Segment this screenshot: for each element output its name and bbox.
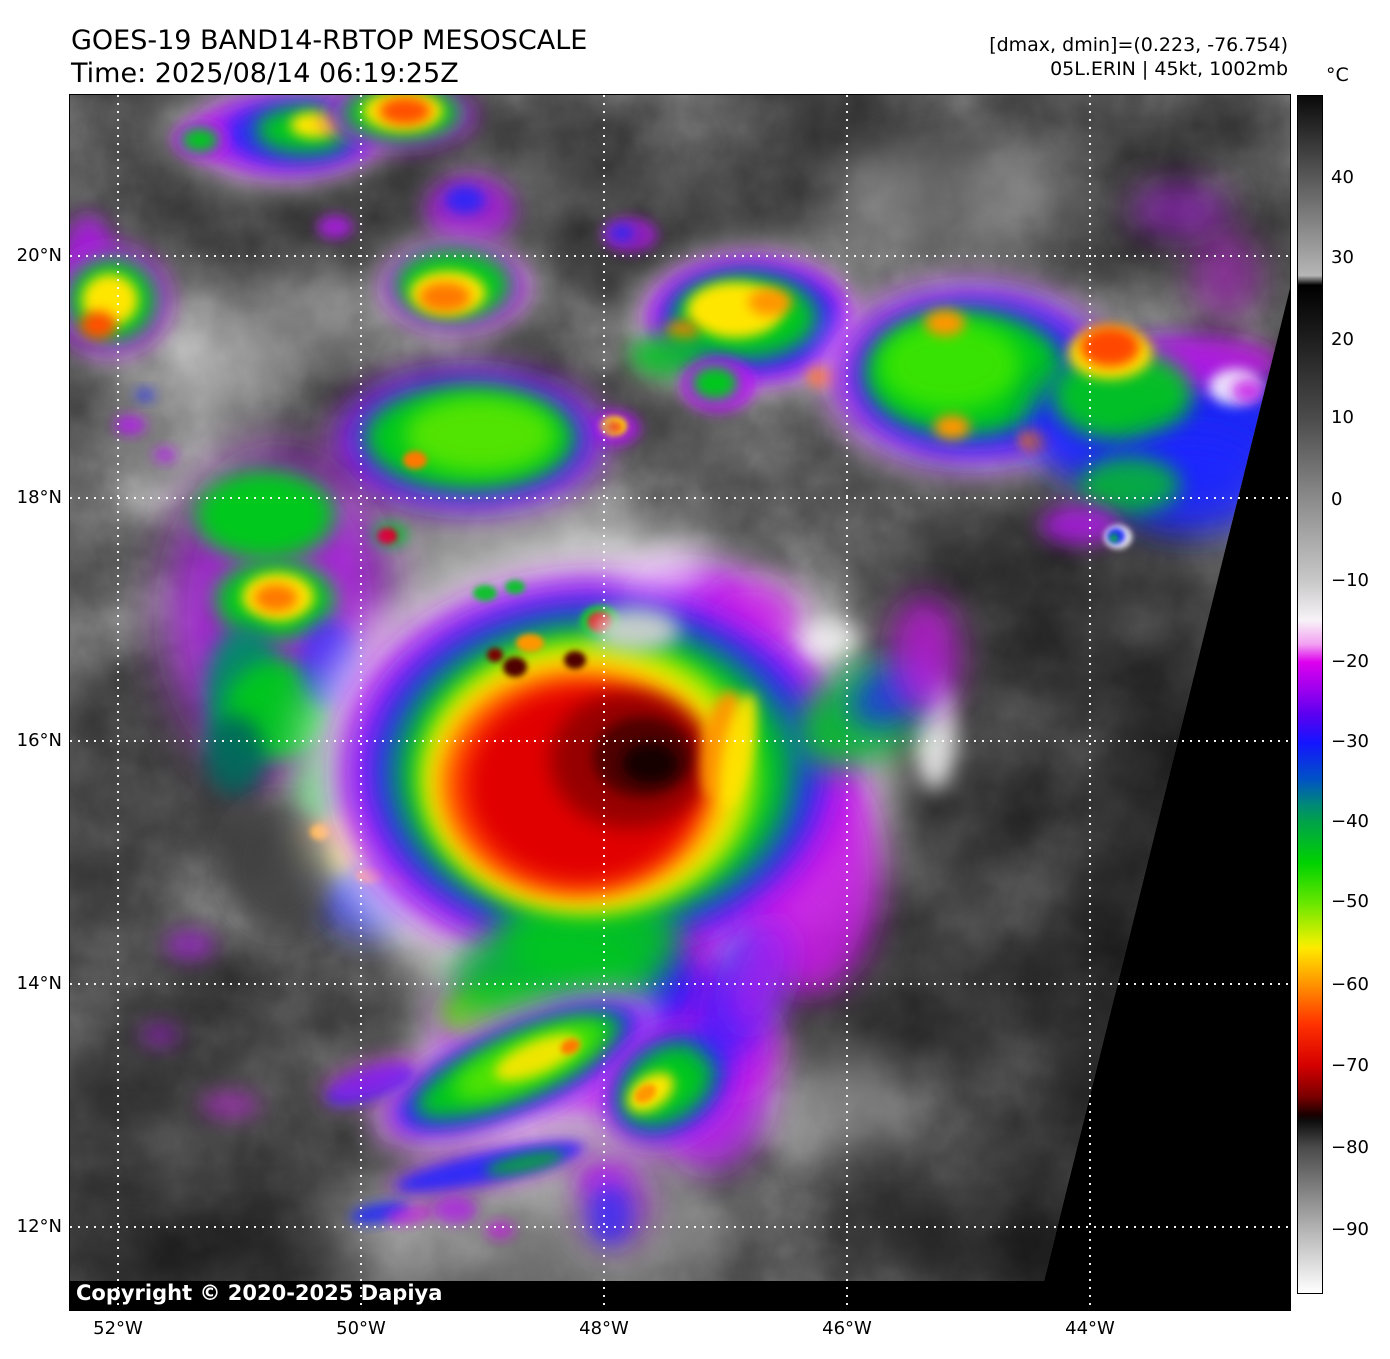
satellite-scene xyxy=(70,95,1290,1310)
spiral-band-south-a xyxy=(370,991,660,1149)
colorbar-tick-label: 30 xyxy=(1331,247,1354,269)
spiral-band-south-b xyxy=(600,917,795,1148)
lon-tick-label: 48°W xyxy=(579,1318,629,1339)
data-region xyxy=(70,95,1290,1281)
lat-tick-label: 20°N xyxy=(16,245,62,266)
speck-east xyxy=(1104,525,1132,549)
convective-cluster-right-chain xyxy=(820,182,1290,545)
colorbar-tick-label: −50 xyxy=(1331,890,1369,912)
colorbar-tick-label: −90 xyxy=(1331,1219,1369,1241)
colorbar-tick-label: 40 xyxy=(1331,166,1354,188)
lon-tick-label: 44°W xyxy=(1065,1318,1115,1339)
colorbar xyxy=(1297,95,1323,1294)
convective-cluster-topleft xyxy=(172,95,658,253)
convective-cell-left-edge xyxy=(70,215,177,463)
colorbar-tick-label: 10 xyxy=(1331,406,1354,428)
storm-core xyxy=(305,540,960,1170)
convective-cell-mid-upper xyxy=(375,237,535,337)
scattered-specks-southwest xyxy=(140,930,260,1119)
spiral-band-south-c xyxy=(322,1056,650,1245)
colorbar-unit-label: °C xyxy=(1326,64,1349,86)
colorbar-tick-label: −20 xyxy=(1331,651,1369,673)
colorbar-tick-label: −40 xyxy=(1331,810,1369,832)
colorbar-tick-label: −70 xyxy=(1331,1055,1369,1077)
lat-tick-label: 12°N xyxy=(16,1216,62,1237)
lon-tick-label: 50°W xyxy=(336,1318,386,1339)
colorbar-tick-label: 0 xyxy=(1331,489,1343,511)
colorbar-tick-label: −60 xyxy=(1331,973,1369,995)
dmax-dmin-annotation: [dmax, dmin]=(0.223, -76.754) xyxy=(989,34,1288,56)
colorbar-gradient xyxy=(1298,96,1322,1293)
timestamp: Time: 2025/08/14 06:19:25Z xyxy=(71,58,459,89)
title-block: GOES-19 BAND14-RBTOP MESOSCALE Time: 202… xyxy=(71,24,587,90)
copyright-watermark: Copyright © 2020-2025 Dapiya xyxy=(76,1281,443,1305)
convective-cluster-20n xyxy=(589,245,865,446)
lat-tick-label: 16°N xyxy=(16,730,62,751)
annotation-block: [dmax, dmin]=(0.223, -76.754) 05L.ERIN |… xyxy=(850,33,1288,81)
lat-tick-label: 14°N xyxy=(16,973,62,994)
colorbar-tick-label: −30 xyxy=(1331,731,1369,753)
convective-mass-middle xyxy=(335,370,605,549)
colorbar-tick-label: −80 xyxy=(1331,1136,1369,1158)
page-title: GOES-19 BAND14-RBTOP MESOSCALE xyxy=(71,25,588,56)
lat-tick-label: 18°N xyxy=(16,487,62,508)
lon-tick-label: 46°W xyxy=(822,1318,872,1339)
satellite-map: Copyright © 2020-2025 Dapiya xyxy=(69,94,1291,1311)
gridlines xyxy=(70,95,1290,1310)
colorbar-tick-labels: 40 30 20 10 0 −10 −20 −30 −40 −50 −60 −70 −80 −90 xyxy=(1331,95,1387,1294)
colorbar-tick-label: 20 xyxy=(1331,328,1354,350)
lon-tick-label: 52°W xyxy=(93,1318,143,1339)
storm-info-annotation: 05L.ERIN | 45kt, 1002mb xyxy=(1050,58,1288,80)
colorbar-tick-label: −10 xyxy=(1331,569,1369,591)
